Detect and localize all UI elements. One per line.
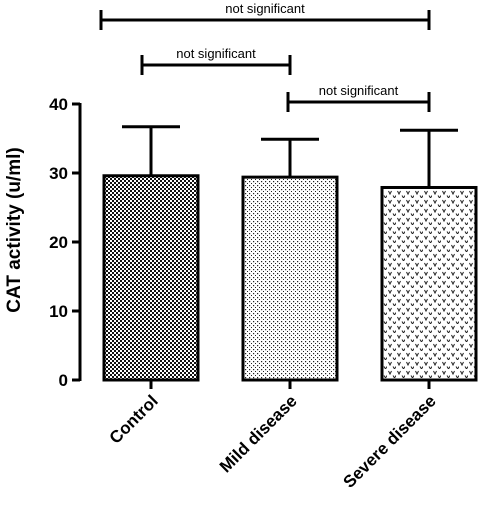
significance-label: not significant [225,1,305,16]
y-axis-label: CAT activity (u/ml) [4,147,25,312]
significance-label: not significant [176,46,256,61]
significance-label: not significant [319,83,399,98]
x-tick-label: Severe disease [339,391,439,491]
bar [241,175,339,382]
significance-brackets: not significant not significant not signif… [99,1,431,112]
y-tick-label: 20 [49,233,68,252]
x-tick-label: Mild disease [216,391,301,476]
x-tick-label: Control [106,391,162,447]
bar [380,185,478,382]
bars [102,125,478,382]
y-axis: 0 10 20 30 40 [49,95,82,390]
y-tick-label: 40 [49,95,68,114]
y-tick-label: 10 [49,302,68,321]
x-axis-ticks: Control Mild disease Severe disease [106,380,440,492]
y-tick-label: 0 [59,371,68,390]
y-tick-label: 30 [49,164,68,183]
bar [102,174,200,382]
